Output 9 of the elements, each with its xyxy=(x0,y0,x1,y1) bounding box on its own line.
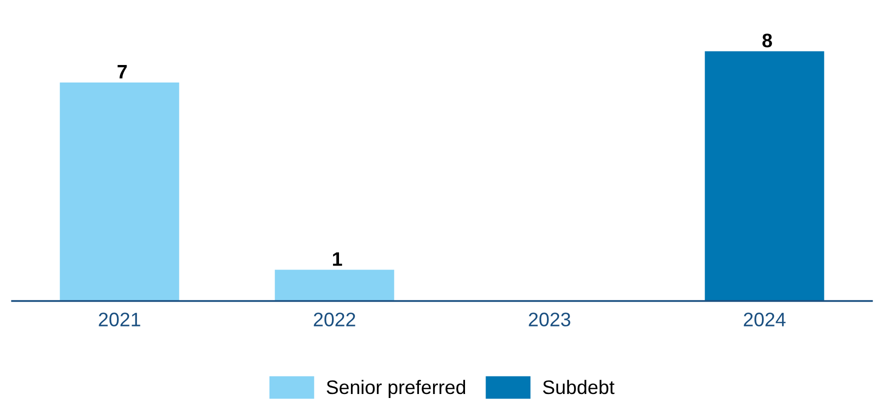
x-tick-label: 2023 xyxy=(528,312,570,326)
x-tick-label: 2022 xyxy=(314,312,356,326)
legend-label: Senior preferred xyxy=(326,380,466,398)
data-label: 7 xyxy=(118,65,127,78)
x-tick-label: 2024 xyxy=(744,312,786,326)
data-label: 1 xyxy=(333,252,342,266)
data-label: 8 xyxy=(762,34,772,48)
legend-label: Subdebt xyxy=(543,380,614,394)
x-tick-label: 2021 xyxy=(98,312,140,326)
